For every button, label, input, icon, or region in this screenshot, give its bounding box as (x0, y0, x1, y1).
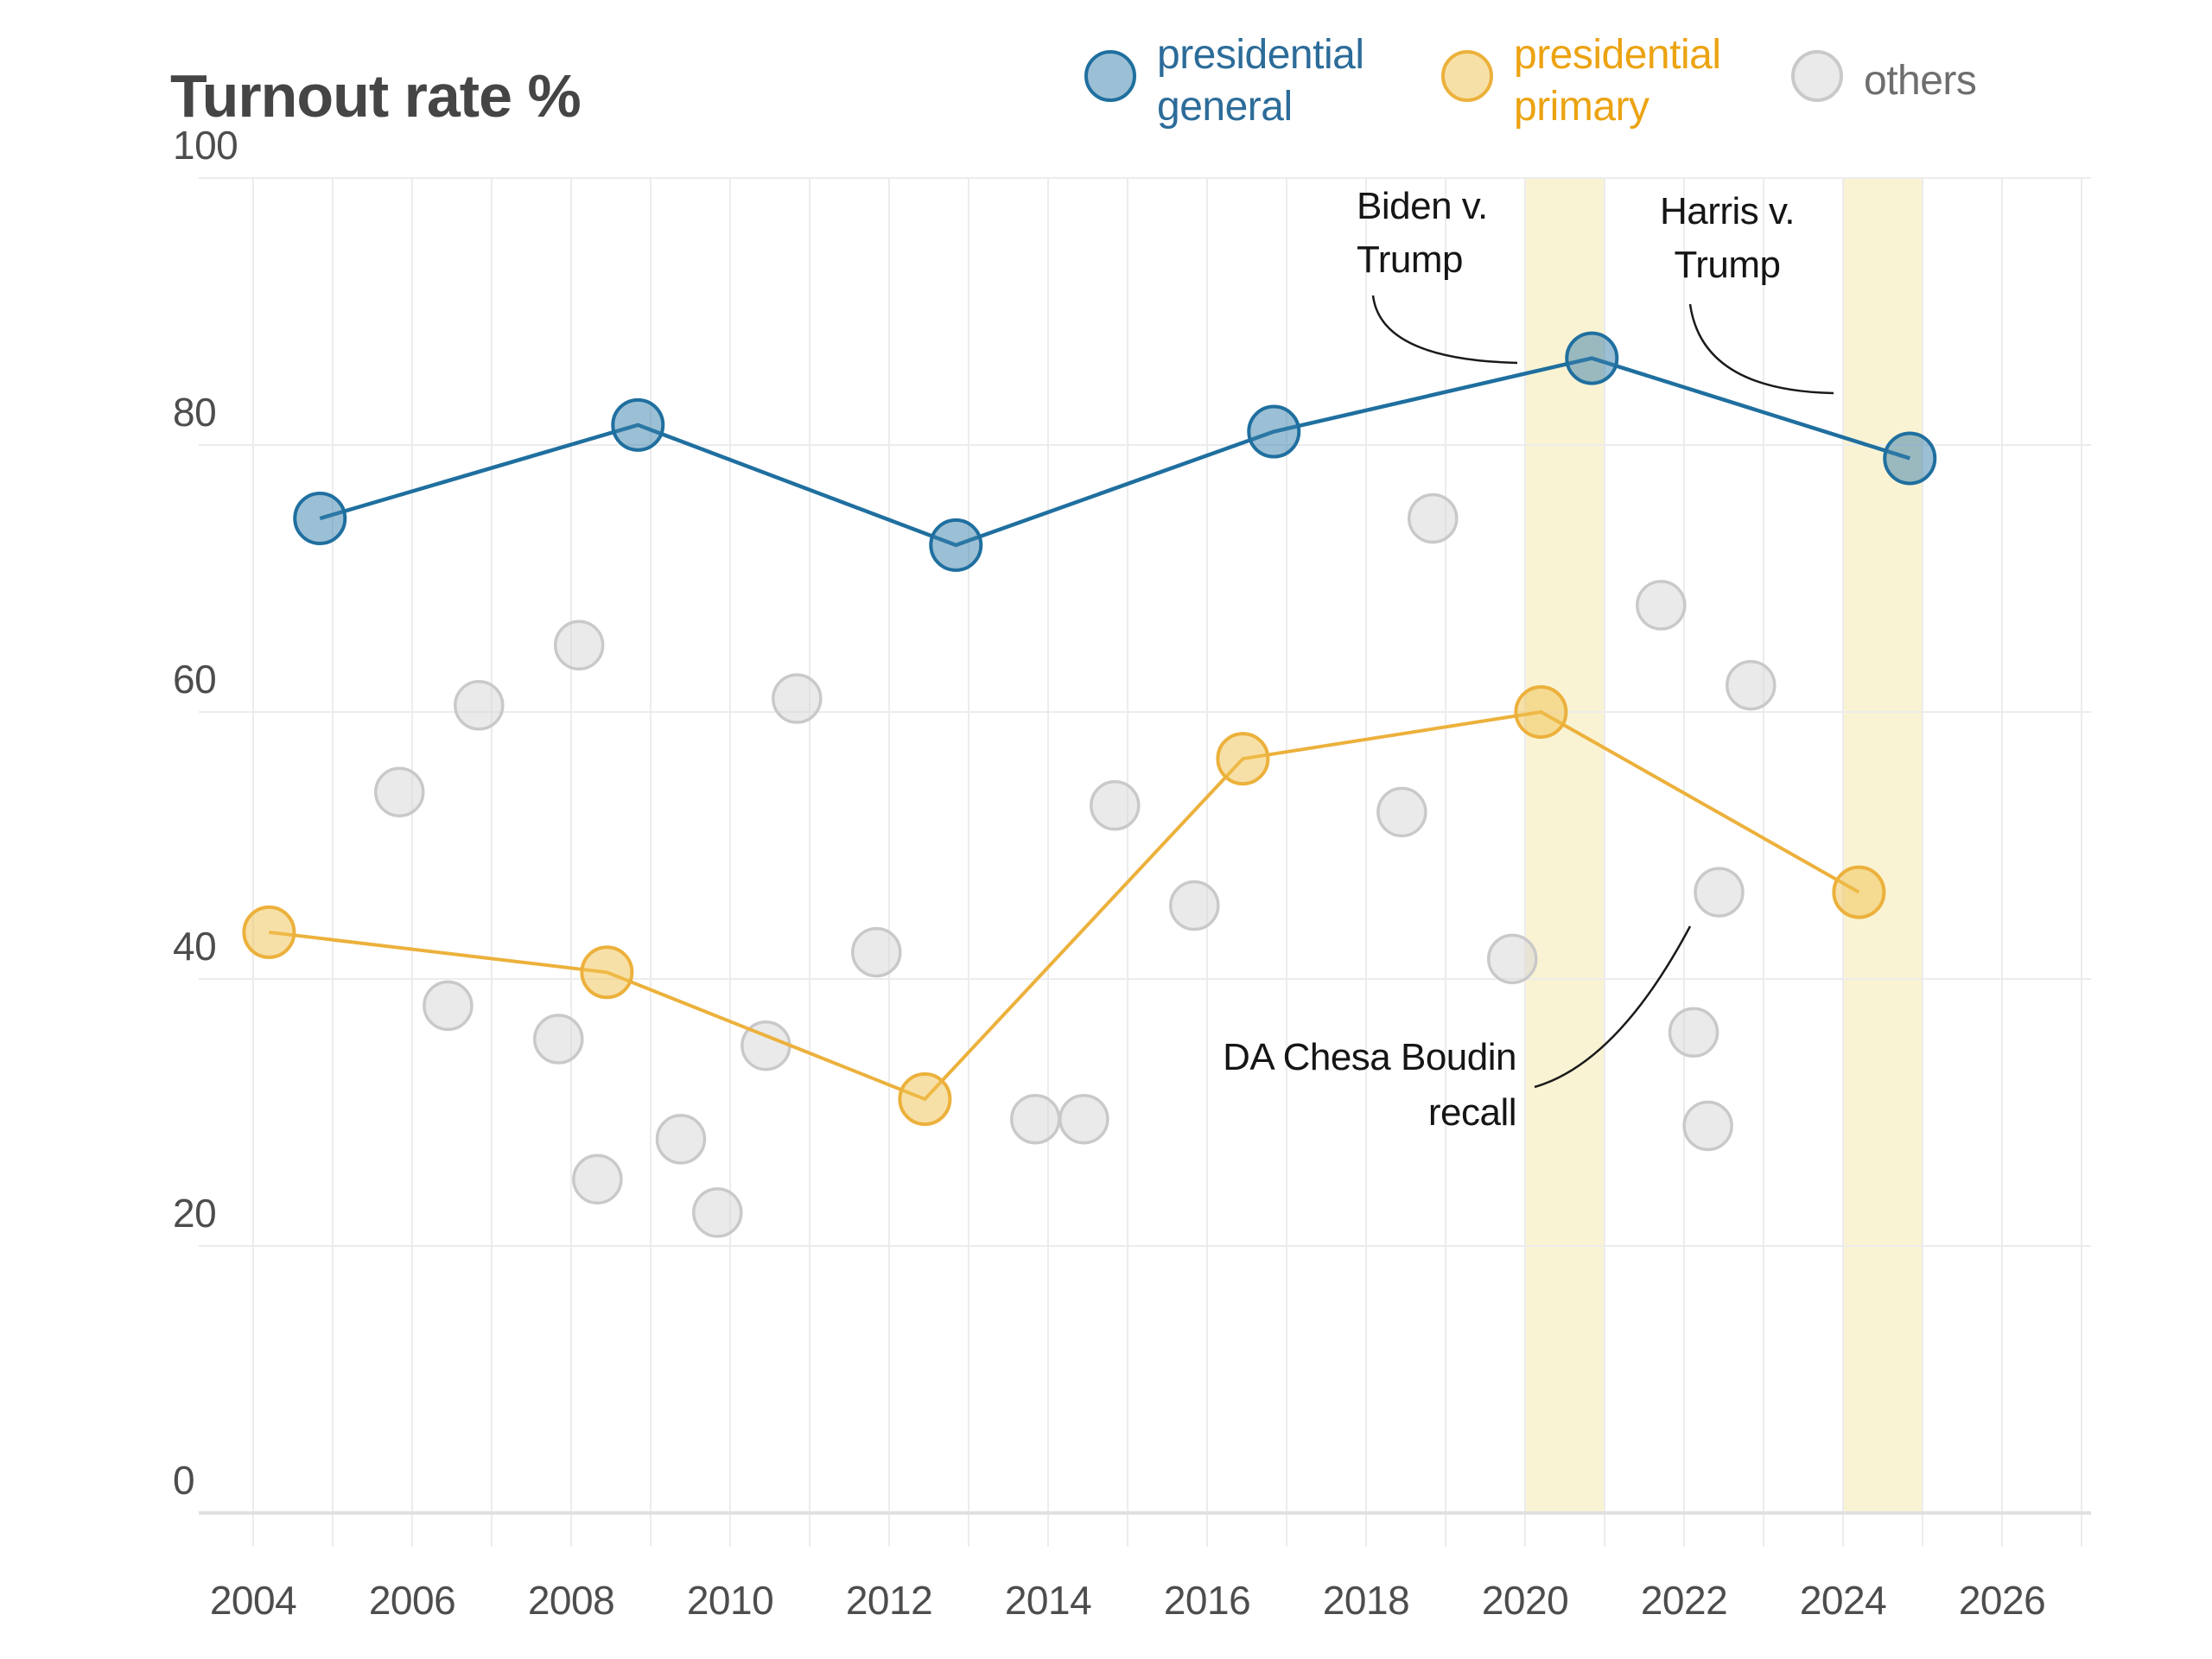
series-line-presidential-primary (269, 709, 1860, 1102)
y-tick-label-100: 100 (173, 123, 238, 168)
legend-dot-others-icon (1791, 50, 1843, 102)
dot-presidential-general-2016.84 (1247, 404, 1301, 459)
dot-presidential-general-2024.84 (1883, 431, 1937, 486)
annotation-text-biden-v-trump-line2: Trump (1357, 238, 1463, 281)
annotation-text-harris-v-trump-line2: Trump (1675, 244, 1781, 286)
annotation-curve-harris-v-trump (1688, 303, 1834, 395)
legend-dot-presidential-primary-icon (1441, 50, 1493, 102)
x-tick-label-2022: 2022 (1641, 1578, 1727, 1623)
x-tick-label-2026: 2026 (1959, 1578, 2045, 1623)
dot-others-2014.84 (1090, 779, 1141, 831)
dot-others-2008.33 (572, 1154, 623, 1205)
dot-others-2014.45 (1058, 1093, 1109, 1145)
dot-others-2013.84 (1010, 1093, 1061, 1145)
series-presidential-general (293, 331, 1937, 572)
legend-item-others: others (1791, 24, 1977, 107)
annotation-text-biden-v-trump-line1: Biden v. (1357, 185, 1488, 227)
legend-dot-presidential-general-icon (1084, 50, 1136, 102)
annotation-text-da-chesa-boudin-recall-line1: DA Chesa Boudin (1223, 1036, 1516, 1078)
x-tick-label-2016: 2016 (1164, 1578, 1250, 1623)
dot-presidential-general-2012.84 (929, 518, 983, 572)
dot-others-2022.84 (1726, 659, 1777, 711)
dot-others-2018.45 (1376, 786, 1427, 838)
legend-label-presidential-general: presidential general (1157, 32, 1364, 130)
band-2024-presidential (1843, 178, 1923, 1513)
x-tick-label-2020: 2020 (1482, 1578, 1568, 1623)
annotation-curve-da-chesa-boudin-recall (1534, 925, 1692, 1089)
annotation-text-da-chesa-boudin-recall-line2: recall (1428, 1091, 1516, 1134)
dot-others-2018.84 (1408, 493, 1459, 544)
y-tick-label-80: 80 (173, 390, 216, 435)
dot-presidential-primary-2020.2 (1514, 685, 1568, 739)
annotation-text-harris-v-trump-line1: Harris v. (1660, 190, 1795, 232)
dot-others-2021.71 (1636, 580, 1687, 631)
legend: presidential general presidential primar… (0, 0, 2212, 138)
dot-presidential-primary-2008.45 (580, 945, 634, 1000)
dot-presidential-general-2008.84 (611, 397, 665, 452)
dot-others-2005.84 (374, 766, 425, 817)
x-tick-label-2008: 2008 (528, 1578, 614, 1623)
dot-others-2011.84 (851, 926, 902, 978)
y-tick-label-40: 40 (173, 924, 216, 969)
dot-others-2022.12 (1668, 1007, 1719, 1058)
dot-others-2009.38 (655, 1114, 707, 1165)
dot-others-2007.84 (533, 1014, 584, 1065)
x-tick-label-2014: 2014 (1005, 1578, 1091, 1623)
series-line-presidential-general (319, 356, 1910, 548)
dot-others-2022.3 (1682, 1100, 1733, 1152)
dot-others-2009.84 (692, 1187, 743, 1238)
legend-item-presidential-primary: presidential primary (1441, 24, 1721, 133)
x-tick-label-2010: 2010 (687, 1578, 773, 1623)
dot-presidential-primary-2004.2 (242, 905, 296, 959)
series-others (374, 493, 1777, 1238)
x-tick-label-2012: 2012 (846, 1578, 932, 1623)
x-tick-label-2006: 2006 (369, 1578, 455, 1623)
dot-others-2006.84 (454, 680, 505, 731)
legend-label-others: others (1864, 58, 1977, 104)
band-2020-presidential (1525, 178, 1605, 1513)
dot-presidential-general-2020.84 (1565, 331, 1619, 385)
dot-others-2008.1 (553, 620, 605, 671)
page-title: Turnout rate % (170, 62, 582, 130)
x-tick-label-2024: 2024 (1800, 1578, 1886, 1623)
y-tick-label-60: 60 (173, 657, 216, 702)
legend-item-presidential-general: presidential general (1084, 24, 1364, 133)
dot-others-2015.84 (1169, 880, 1220, 931)
legend-label-presidential-primary: presidential primary (1514, 32, 1721, 130)
dot-others-2019.84 (1487, 933, 1538, 985)
y-tick-label-20: 20 (173, 1191, 216, 1236)
dot-others-2010.84 (772, 673, 823, 724)
dot-presidential-general-2004.84 (293, 491, 347, 545)
dot-presidential-primary-2012.45 (898, 1072, 952, 1127)
annotation-curve-biden-v-trump (1371, 295, 1518, 365)
dot-others-2006.45 (423, 980, 474, 1032)
dot-others-2022.44 (1694, 867, 1745, 918)
dot-presidential-primary-2016.45 (1216, 732, 1270, 786)
x-tick-label-2004: 2004 (210, 1578, 296, 1623)
y-tick-label-0: 0 (173, 1458, 194, 1503)
dot-presidential-primary-2024.2 (1832, 865, 1886, 919)
series-presidential-primary (242, 685, 1886, 1127)
x-tick-label-2018: 2018 (1323, 1578, 1409, 1623)
